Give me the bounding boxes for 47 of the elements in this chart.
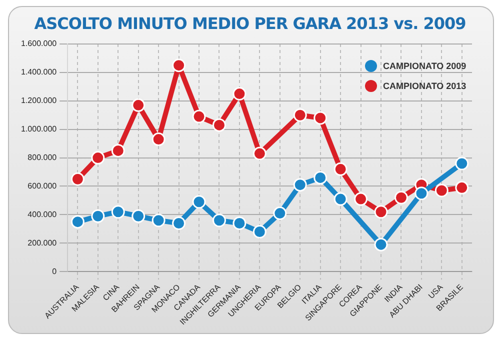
legend-label: CAMPIONATO 2013 [383,81,466,91]
point [111,144,125,158]
point [374,205,388,219]
point [111,205,125,219]
chart-title: ASCOLTO MINUTO MEDIO PER GARA 2013 vs. 2009 [33,14,467,33]
point [91,209,105,223]
y-tick-label: 1.600.000 [20,39,58,48]
point [152,132,166,146]
point [354,192,368,206]
y-tick-label: 0 [52,266,58,276]
point [434,184,448,198]
y-tick-label: 800.000 [28,153,58,162]
point [232,87,246,101]
y-tick-label: 600.000 [28,181,58,190]
point [212,214,226,228]
point [252,225,266,239]
point [455,156,469,170]
y-tick-label: 200.000 [28,238,58,248]
point [334,192,348,206]
point [273,206,287,220]
y-tick-label: 1.000.000 [20,124,58,134]
point [314,170,328,184]
point [314,111,328,125]
y-tick-label: 1.200.000 [20,96,58,106]
point [455,180,469,194]
point [334,162,348,176]
point [192,110,206,124]
point [70,172,84,186]
point [414,186,428,200]
point [192,195,206,209]
y-tick-label: 1.400.000 [20,68,58,77]
point [132,209,146,223]
point [172,216,186,230]
point [232,216,246,230]
legend-label: CAMPIONATO 2009 [383,61,466,71]
point [293,178,307,192]
point [132,98,146,112]
point [70,215,84,229]
point [252,146,266,160]
point [374,238,388,252]
point [172,58,186,72]
point [394,190,408,204]
y-tick-label: 400.000 [28,210,58,219]
point [91,151,105,165]
point [212,118,226,132]
point [293,108,307,122]
point [152,214,166,228]
